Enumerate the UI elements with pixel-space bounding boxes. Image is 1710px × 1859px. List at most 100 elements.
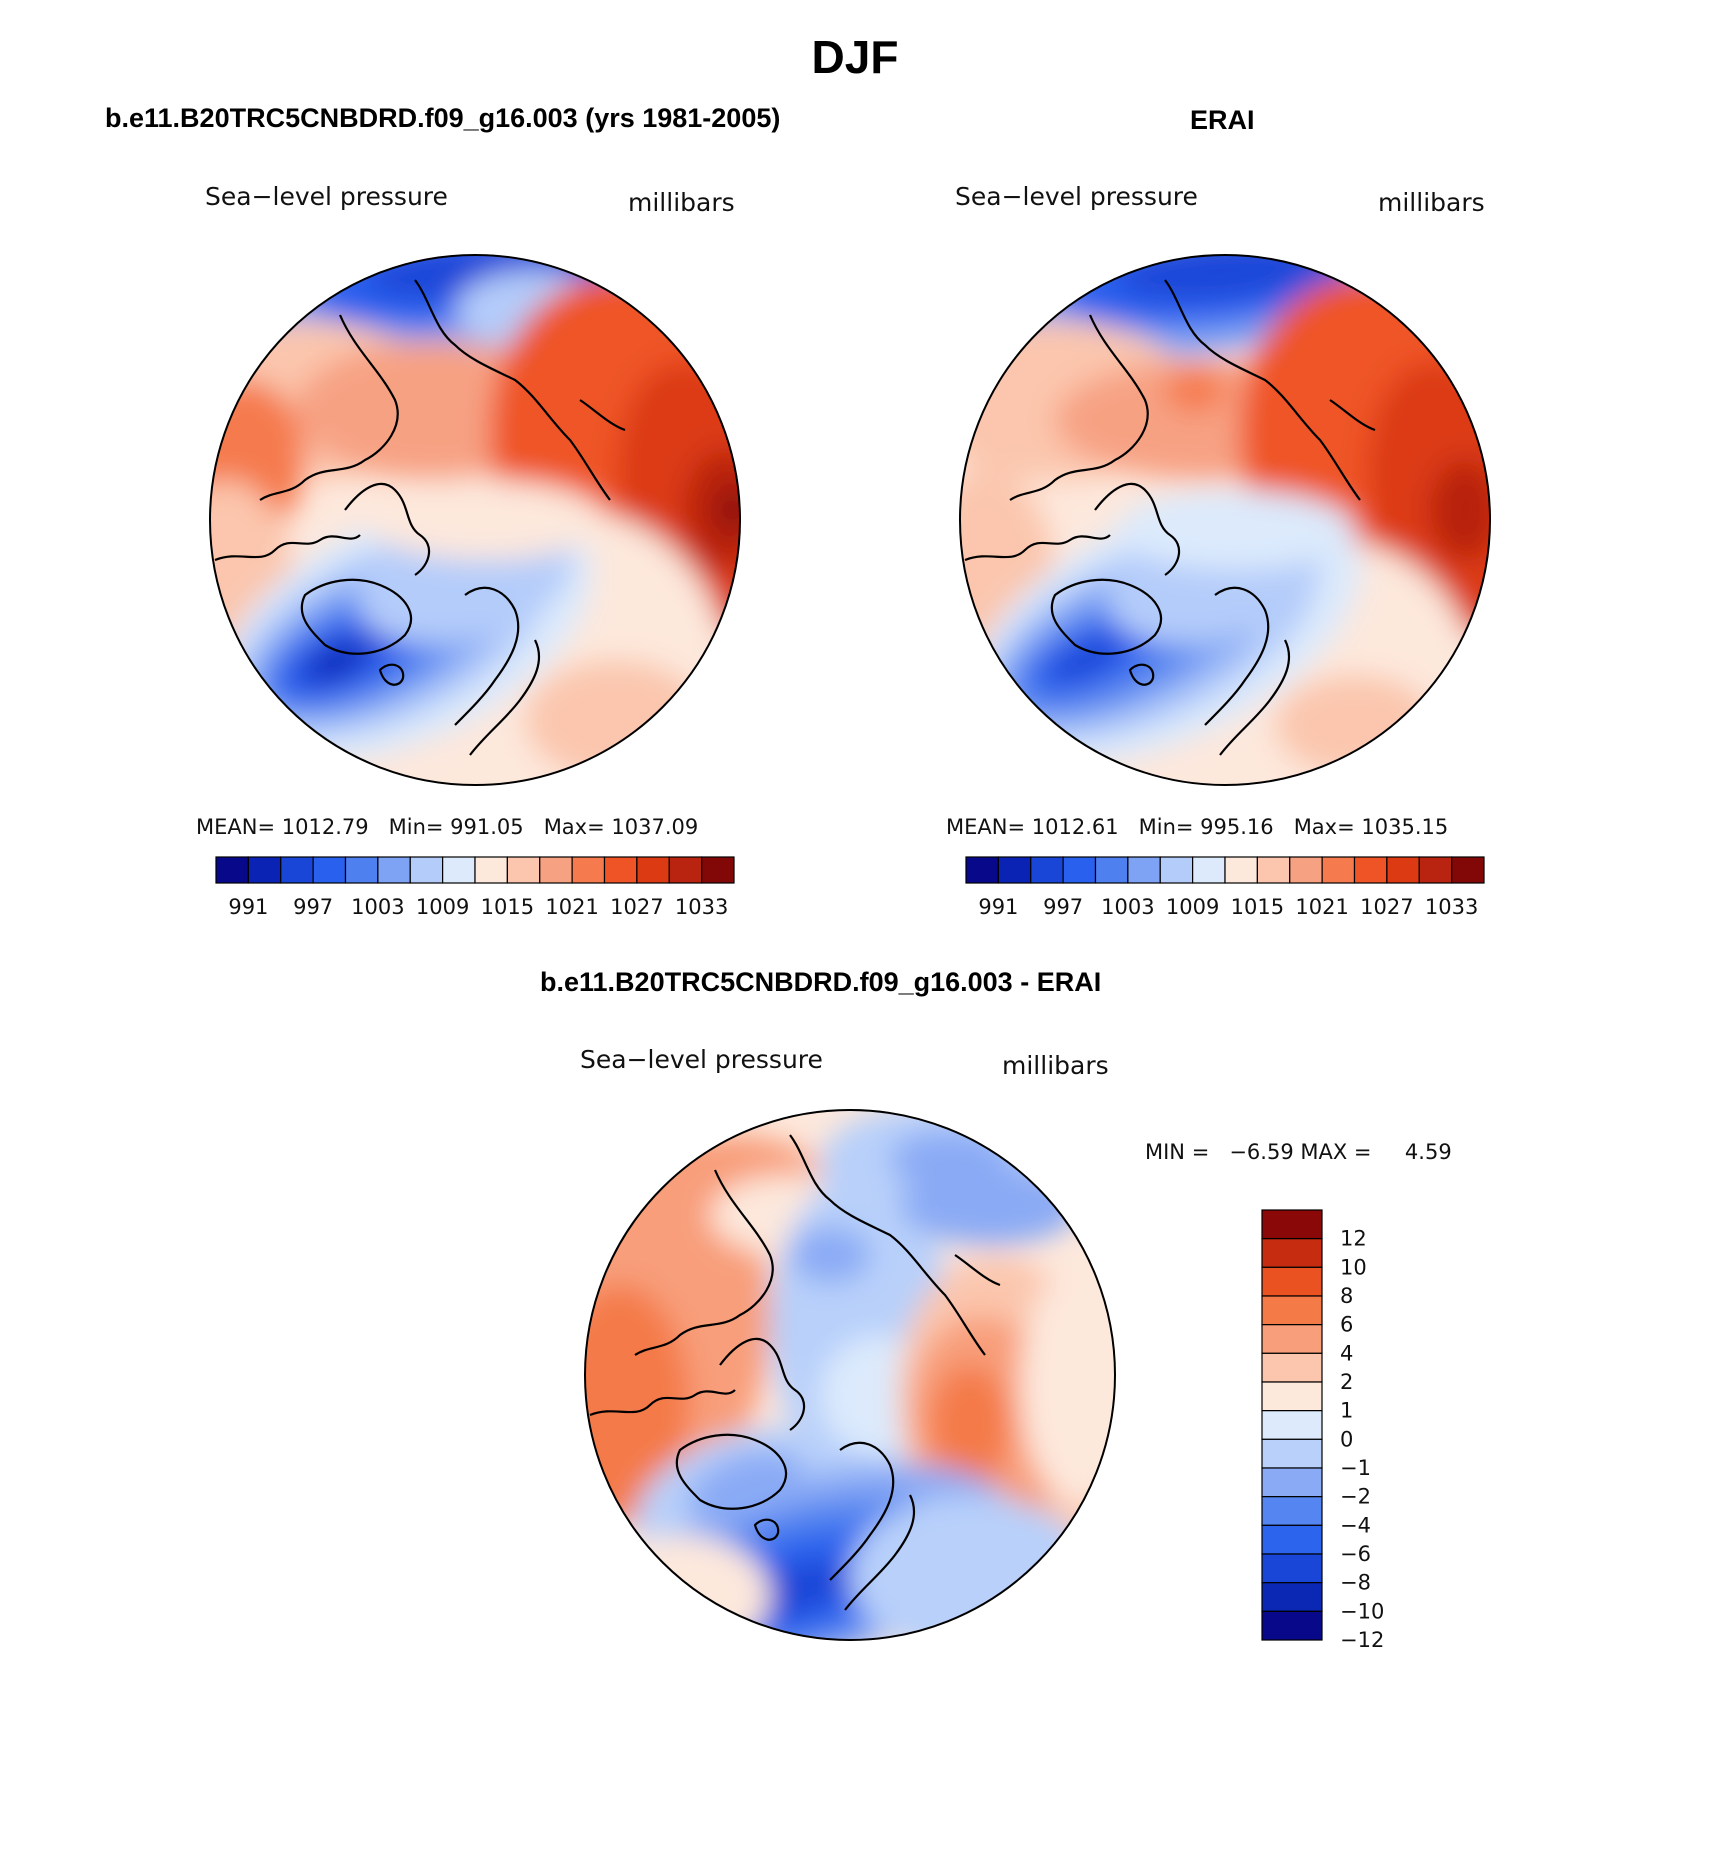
panel-3-coastlines — [589, 1134, 1001, 1611]
panel-1-colorbar-box — [701, 856, 735, 884]
panel-3-field — [585, 1110, 1115, 1640]
coastline — [589, 1389, 736, 1417]
panel-3-colorbar-label: 6 — [1340, 1313, 1353, 1337]
panel-2-colorbar-box — [965, 856, 999, 884]
panel-1-units-label: millibars — [628, 188, 735, 217]
panel-1-colorbar-label: 1033 — [675, 895, 728, 919]
coastline — [1204, 586, 1270, 726]
panel-1-contour-region — [310, 646, 360, 678]
panel-1-colorbar-box — [539, 856, 573, 884]
panel-1-colorbar-box — [377, 856, 411, 884]
coastline — [1128, 663, 1155, 686]
panel-1-heading: b.e11.B20TRC5CNBDRD.f09_g16.003 (yrs 198… — [105, 103, 781, 133]
panel-1-colorbar-box — [280, 856, 314, 884]
panel-1-coastlines — [214, 279, 626, 756]
panel-1-colorbar-box — [636, 856, 670, 884]
panel-3-units-label: millibars — [1002, 1051, 1109, 1080]
panel-3-colorbar-box — [1261, 1524, 1323, 1555]
panel-1-mean-label: MEAN= — [196, 815, 276, 839]
panel-3-colorbar-box — [1261, 1238, 1323, 1268]
panel-2-colorbar-box — [1386, 856, 1420, 884]
coastline — [414, 279, 611, 501]
panel-1-colorbar-label: 1009 — [416, 895, 469, 919]
panel-2-colorbar-box — [1127, 856, 1161, 884]
panel-3-colorbar-label: −4 — [1340, 1513, 1371, 1537]
panel-3-variable-label: Sea−level pressure — [580, 1045, 823, 1074]
panel-2-colorbar-box — [1224, 856, 1258, 884]
panel-3-contour-region — [930, 1365, 1010, 1485]
panel-3-colorbar-box — [1261, 1496, 1323, 1526]
panel-2-map-outline — [959, 254, 1491, 786]
panel-2-contour-region — [1430, 460, 1490, 560]
panel-3-colorbar-label: −12 — [1340, 1628, 1384, 1652]
panel-3-colorbar-box — [1261, 1352, 1323, 1383]
panel-2-mean-label: MEAN= — [946, 815, 1026, 839]
panel-1-colorbar-box — [215, 856, 249, 884]
panel-2-colorbar-label: 1033 — [1425, 895, 1478, 919]
panel-1-min-value: 991.05 — [450, 815, 524, 839]
panel-1-stats: MEAN= 1012.79 Min= 991.05 Max= 1037.09 — [196, 815, 698, 839]
panel-1-field-contours — [210, 255, 740, 785]
panel-2-colorbar-box — [1353, 856, 1388, 884]
panel-3-colorbar-box — [1261, 1610, 1323, 1641]
coastline — [844, 1494, 915, 1611]
panel-3-colorbar-label: −6 — [1340, 1542, 1371, 1566]
panel-1-colorbar-box — [571, 856, 606, 884]
coastline — [634, 1169, 774, 1356]
panel-1-contour-region — [525, 660, 705, 780]
panel-2-colorbar-label: 1003 — [1101, 895, 1154, 919]
panel-1-max-value: 1037.09 — [611, 815, 699, 839]
coastline — [1050, 578, 1162, 655]
panel-2-colorbar-box — [1192, 856, 1226, 884]
panel-2-colorbar-box — [1418, 856, 1453, 884]
panel-3-colorbar-label: 2 — [1340, 1370, 1353, 1394]
panel-1-colorbar-box — [442, 856, 476, 884]
panel-2-colorbar-box — [1451, 856, 1485, 884]
coastline — [753, 1518, 780, 1541]
panel-2-colorbar-box — [1094, 856, 1129, 884]
coastline — [300, 578, 412, 655]
panel-3-max-value: 4.59 — [1404, 1140, 1452, 1164]
panel-2-contour-region — [1165, 368, 1225, 412]
panel-1-max-label: Max= — [543, 815, 605, 839]
coastline — [829, 1441, 895, 1581]
panel-3-contour-region — [585, 1285, 690, 1525]
coastline — [954, 1254, 1001, 1287]
panel-3-map — [584, 1109, 1116, 1641]
panel-3-colorbar-label: 8 — [1340, 1284, 1353, 1308]
panel-1-colorbar-label: 1021 — [545, 895, 598, 919]
panel-1-colorbar-box — [312, 856, 347, 884]
panel-3-max-label: MAX = — [1300, 1140, 1372, 1164]
panel-2-contour-region — [1048, 637, 1122, 683]
panel-1-map-outline — [209, 254, 741, 786]
panel-3-colorbar-label: −8 — [1340, 1571, 1371, 1595]
coastline — [719, 1337, 806, 1431]
coastline — [1164, 279, 1361, 501]
panel-3-colorbar-box — [1261, 1410, 1323, 1440]
panel-1-colorbar-label: 997 — [293, 895, 333, 919]
panel-2-units-label: millibars — [1378, 188, 1485, 217]
coastline — [1009, 314, 1149, 501]
panel-1-contour-region — [365, 480, 605, 560]
panel-3-contour-region — [850, 1495, 1090, 1640]
page-title: DJF — [811, 31, 899, 83]
panel-2-stats: MEAN= 1012.61 Min= 995.16 Max= 1035.15 — [946, 815, 1448, 839]
panel-3-contour-region — [1020, 1265, 1115, 1505]
panel-3-stats: MIN = −6.59 MAX = 4.59 — [1145, 1140, 1452, 1164]
panel-3-heading: b.e11.B20TRC5CNBDRD.f09_g16.003 - ERAI — [540, 967, 1102, 997]
panel-1-contour-region — [719, 488, 740, 532]
panel-3-colorbar-label: −1 — [1340, 1456, 1371, 1480]
coastline — [964, 534, 1111, 562]
panel-1-colorbar-box — [506, 856, 541, 884]
colorbars: 991 997 1003 1009 1015 1021 1027 1033 991 997 1003… — [215, 856, 1485, 1652]
panel-2-colorbar-box — [1030, 856, 1064, 884]
panel-2-colorbar-box — [1289, 856, 1323, 884]
panel-1-colorbar-box — [474, 856, 508, 884]
panel-1-map — [209, 254, 741, 786]
panel-3-colorbar-box — [1261, 1438, 1323, 1469]
panel-2-colorbar-label: 1021 — [1295, 895, 1348, 919]
panel-2-map — [959, 254, 1491, 786]
panel-1-colorbar-box — [344, 856, 379, 884]
panel-3-colorbar-label: 12 — [1340, 1227, 1367, 1251]
